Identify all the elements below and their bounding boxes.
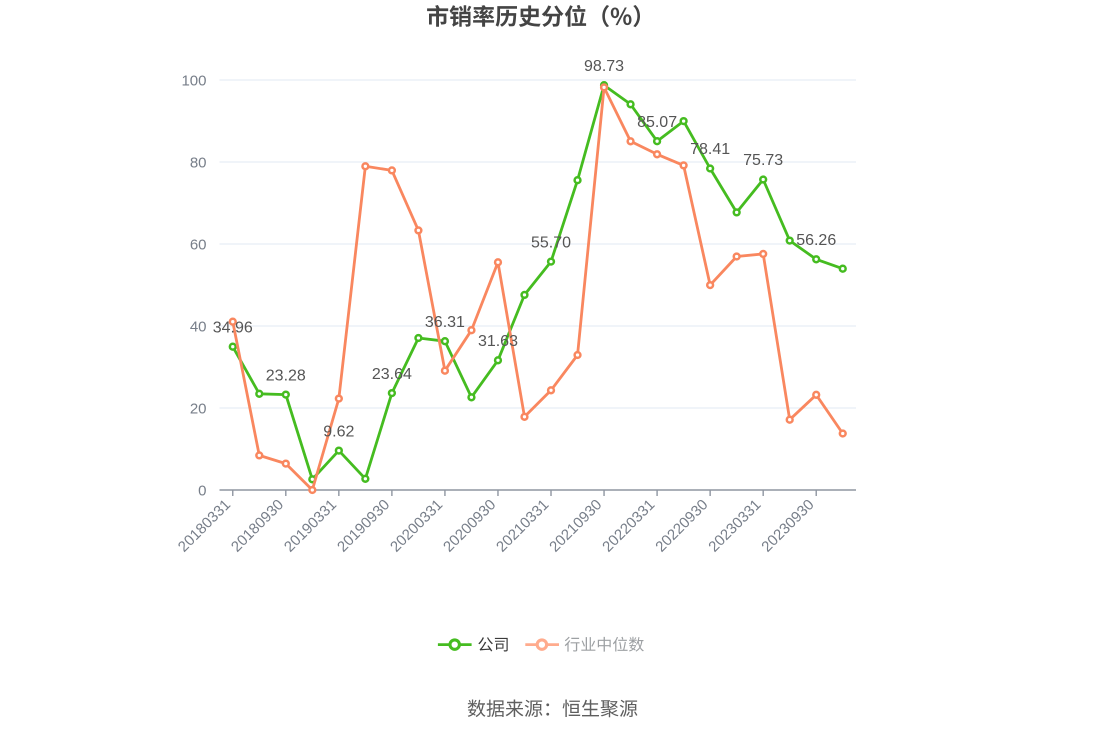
svg-text:55.70: 55.70 xyxy=(531,234,571,251)
svg-text:23.28: 23.28 xyxy=(266,367,306,384)
svg-text:34.96: 34.96 xyxy=(213,319,253,336)
svg-text:80: 80 xyxy=(190,154,207,171)
svg-text:85.07: 85.07 xyxy=(637,114,677,131)
svg-text:40: 40 xyxy=(190,318,207,335)
svg-text:36.31: 36.31 xyxy=(425,314,465,331)
svg-text:0: 0 xyxy=(198,482,206,499)
svg-text:100: 100 xyxy=(181,72,206,89)
svg-text:20: 20 xyxy=(190,400,207,417)
svg-text:78.41: 78.41 xyxy=(690,141,730,158)
svg-text:56.26: 56.26 xyxy=(796,232,836,249)
svg-text:60: 60 xyxy=(190,236,207,253)
svg-text:98.73: 98.73 xyxy=(584,58,624,75)
svg-text:31.63: 31.63 xyxy=(478,333,518,350)
svg-text:75.73: 75.73 xyxy=(743,152,783,169)
svg-text:9.62: 9.62 xyxy=(323,423,354,440)
svg-text:23.64: 23.64 xyxy=(372,366,412,383)
